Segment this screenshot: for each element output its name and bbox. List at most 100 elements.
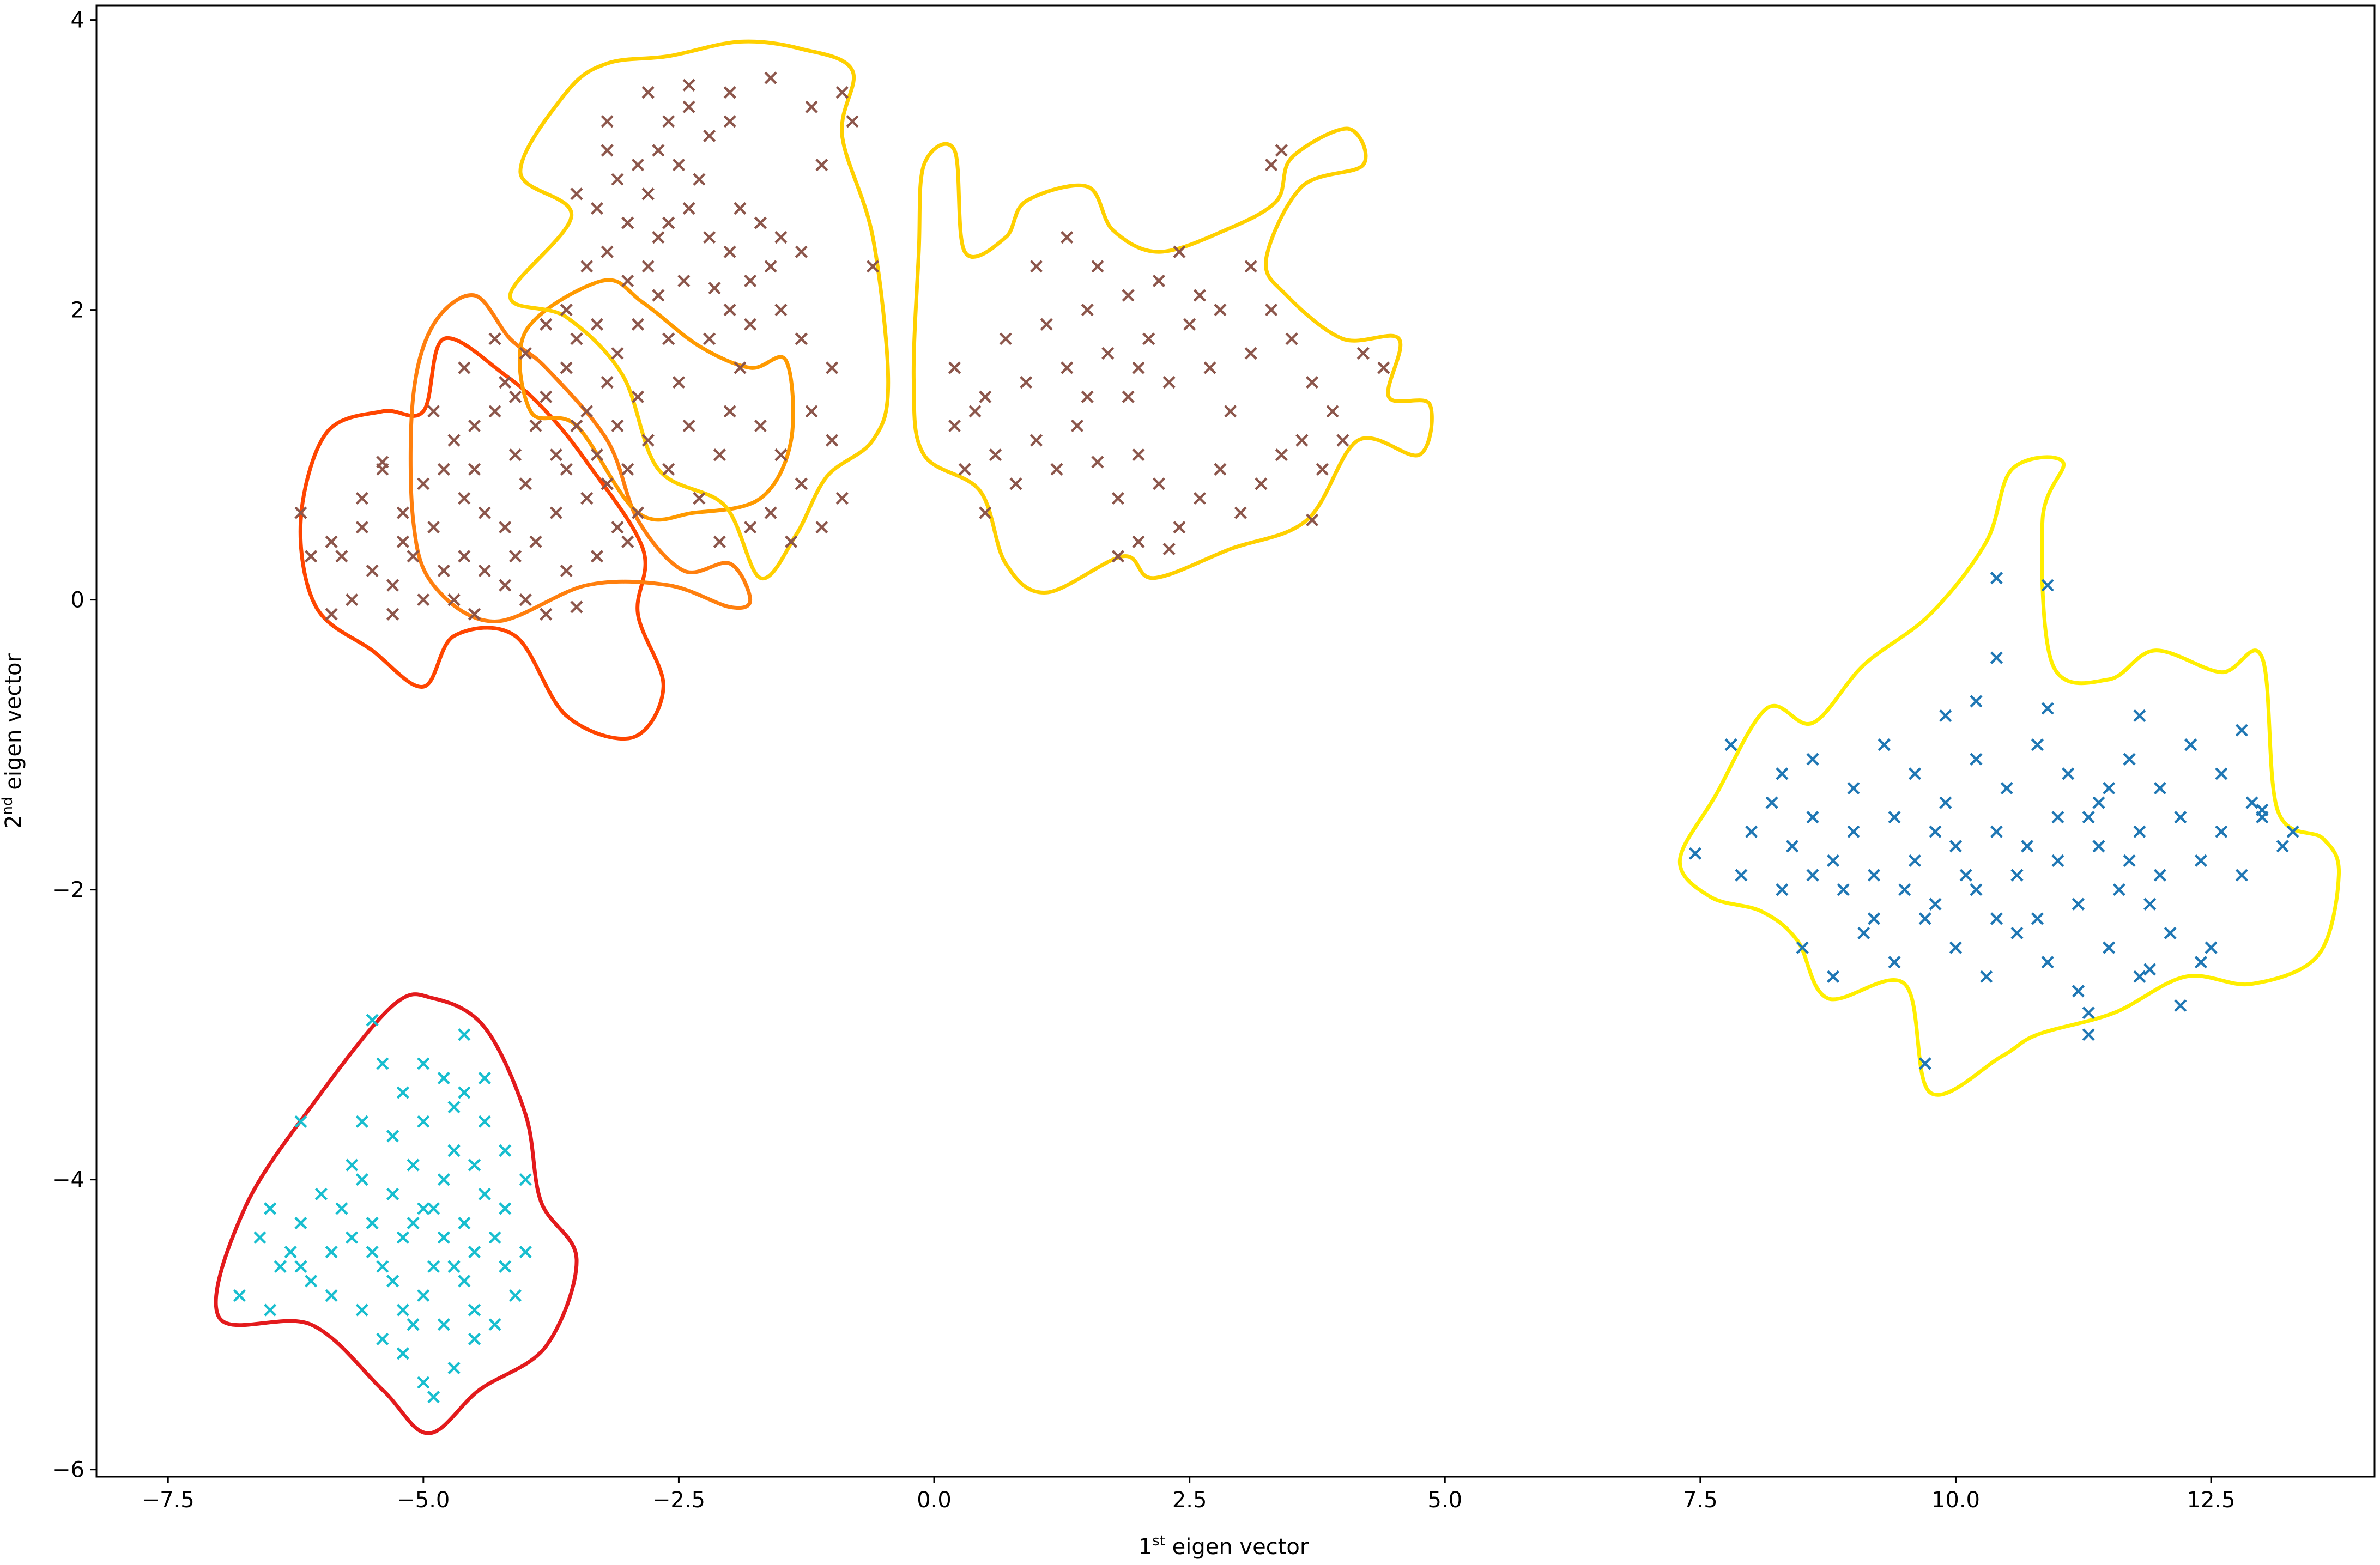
data-point-series-3 xyxy=(1776,767,1789,780)
data-point-series-1 xyxy=(437,564,450,578)
data-point-series-2 xyxy=(447,1144,461,1157)
data-point-series-2 xyxy=(376,1332,389,1345)
data-point-series-3 xyxy=(1929,825,1942,838)
data-point-series-1 xyxy=(549,506,563,519)
data-point-series-3 xyxy=(2031,738,2044,751)
y-axis-label-superscript: nd xyxy=(0,797,16,815)
data-point-series-1 xyxy=(703,129,716,142)
data-point-series-1 xyxy=(815,521,828,534)
data-point-series-2 xyxy=(468,1246,481,1259)
data-point-series-1 xyxy=(815,159,828,172)
data-point-series-3 xyxy=(1939,796,1952,809)
y-axis-label-text: eigen vector xyxy=(1,653,26,797)
x-axis-label-number: 1 xyxy=(1138,1534,1152,1560)
data-point-series-3 xyxy=(2153,869,2166,882)
data-point-series-3 xyxy=(2021,840,2034,853)
data-point-series-1 xyxy=(1122,289,1135,302)
data-point-series-2 xyxy=(314,1187,328,1200)
data-point-series-3 xyxy=(1939,709,1952,723)
data-point-series-2 xyxy=(437,1071,450,1085)
data-point-series-1 xyxy=(499,521,512,534)
data-point-series-1 xyxy=(641,434,655,447)
data-point-series-1 xyxy=(468,608,481,621)
data-point-series-1 xyxy=(764,506,777,519)
data-point-series-3 xyxy=(2072,897,2085,911)
data-point-series-1 xyxy=(1214,304,1227,317)
data-point-series-2 xyxy=(407,1318,420,1331)
data-point-series-1 xyxy=(744,274,757,288)
x-tick-label: 10.0 xyxy=(1931,1488,1980,1513)
data-point-series-1 xyxy=(723,405,736,418)
data-point-series-1 xyxy=(662,332,675,345)
data-point-series-3 xyxy=(2133,970,2146,983)
data-point-series-2 xyxy=(468,1158,481,1172)
data-point-series-1 xyxy=(989,448,1002,462)
data-point-series-1 xyxy=(580,492,594,505)
y-axis-label-number: 2 xyxy=(1,815,26,828)
data-point-series-3 xyxy=(2133,825,2146,838)
y-tick-label: 2 xyxy=(71,298,84,323)
data-point-series-1 xyxy=(560,304,573,317)
data-point-series-1 xyxy=(386,579,399,592)
data-point-series-1 xyxy=(366,564,379,578)
data-point-series-1 xyxy=(427,405,440,418)
data-point-series-1 xyxy=(560,564,573,578)
data-point-series-1 xyxy=(570,419,583,433)
data-point-series-3 xyxy=(2041,579,2054,592)
data-point-series-1 xyxy=(723,115,736,128)
data-point-series-3 xyxy=(1918,1057,1931,1070)
data-point-series-1 xyxy=(764,71,777,84)
data-point-series-3 xyxy=(2000,781,2013,795)
data-point-series-2 xyxy=(417,1376,430,1389)
data-point-series-1 xyxy=(1061,231,1074,244)
data-point-series-1 xyxy=(1162,542,1176,556)
data-point-series-3 xyxy=(1857,926,1870,940)
data-point-series-1 xyxy=(355,521,368,534)
x-tick-label: −5.0 xyxy=(397,1488,450,1513)
data-point-series-2 xyxy=(458,1275,471,1288)
data-point-series-1 xyxy=(774,304,788,317)
data-point-series-3 xyxy=(2235,724,2248,737)
data-point-series-1 xyxy=(1173,521,1186,534)
data-point-series-3 xyxy=(2123,854,2136,868)
data-point-series-1 xyxy=(519,593,532,606)
data-point-series-2 xyxy=(294,1260,307,1273)
data-point-series-2 xyxy=(305,1275,318,1288)
y-axis-ticks: −6 −4 −2 0 2 4 xyxy=(52,8,96,1483)
data-point-series-1 xyxy=(590,550,604,563)
data-point-series-1 xyxy=(386,608,399,621)
data-point-series-3 xyxy=(1745,825,1758,838)
data-point-series-1 xyxy=(1234,506,1247,519)
data-point-series-1 xyxy=(488,405,501,418)
data-point-series-3 xyxy=(1898,883,1911,896)
x-tick-label: −7.5 xyxy=(142,1488,195,1513)
data-point-series-2 xyxy=(499,1144,512,1157)
data-point-series-3 xyxy=(1785,840,1799,853)
cluster-contour-1 xyxy=(214,992,579,1435)
data-point-series-1 xyxy=(662,216,675,229)
cluster-contour-7 xyxy=(1677,455,2341,1097)
cluster-contour-6 xyxy=(911,126,1434,595)
data-point-series-1 xyxy=(570,600,583,614)
data-point-series-1 xyxy=(427,521,440,534)
data-point-series-2 xyxy=(355,1115,368,1128)
data-point-series-1 xyxy=(754,216,767,229)
data-point-series-3 xyxy=(2062,767,2075,780)
data-point-series-3 xyxy=(2215,767,2228,780)
data-point-series-1 xyxy=(376,456,389,469)
data-point-series-3 xyxy=(1735,869,1748,882)
data-point-series-1 xyxy=(703,332,716,345)
data-point-series-1 xyxy=(713,535,726,548)
data-point-series-1 xyxy=(1305,376,1319,389)
data-point-series-2 xyxy=(478,1187,491,1200)
data-point-series-1 xyxy=(346,593,359,606)
data-point-series-2 xyxy=(447,1101,461,1114)
data-point-series-1 xyxy=(1152,274,1166,288)
data-point-series-1 xyxy=(540,608,553,621)
data-point-series-3 xyxy=(2112,883,2125,896)
data-point-series-1 xyxy=(1193,289,1206,302)
data-point-series-1 xyxy=(662,463,675,476)
data-point-series-3 xyxy=(1826,854,1840,868)
x-tick-label: 7.5 xyxy=(1683,1488,1718,1513)
data-point-series-1 xyxy=(570,187,583,201)
